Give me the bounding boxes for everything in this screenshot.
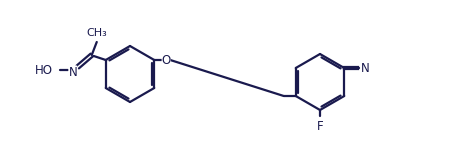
Text: F: F bbox=[317, 120, 323, 133]
Text: N: N bbox=[361, 61, 370, 75]
Text: CH₃: CH₃ bbox=[86, 28, 107, 38]
Text: N: N bbox=[68, 66, 77, 78]
Text: HO: HO bbox=[35, 63, 53, 76]
Text: O: O bbox=[162, 54, 171, 66]
